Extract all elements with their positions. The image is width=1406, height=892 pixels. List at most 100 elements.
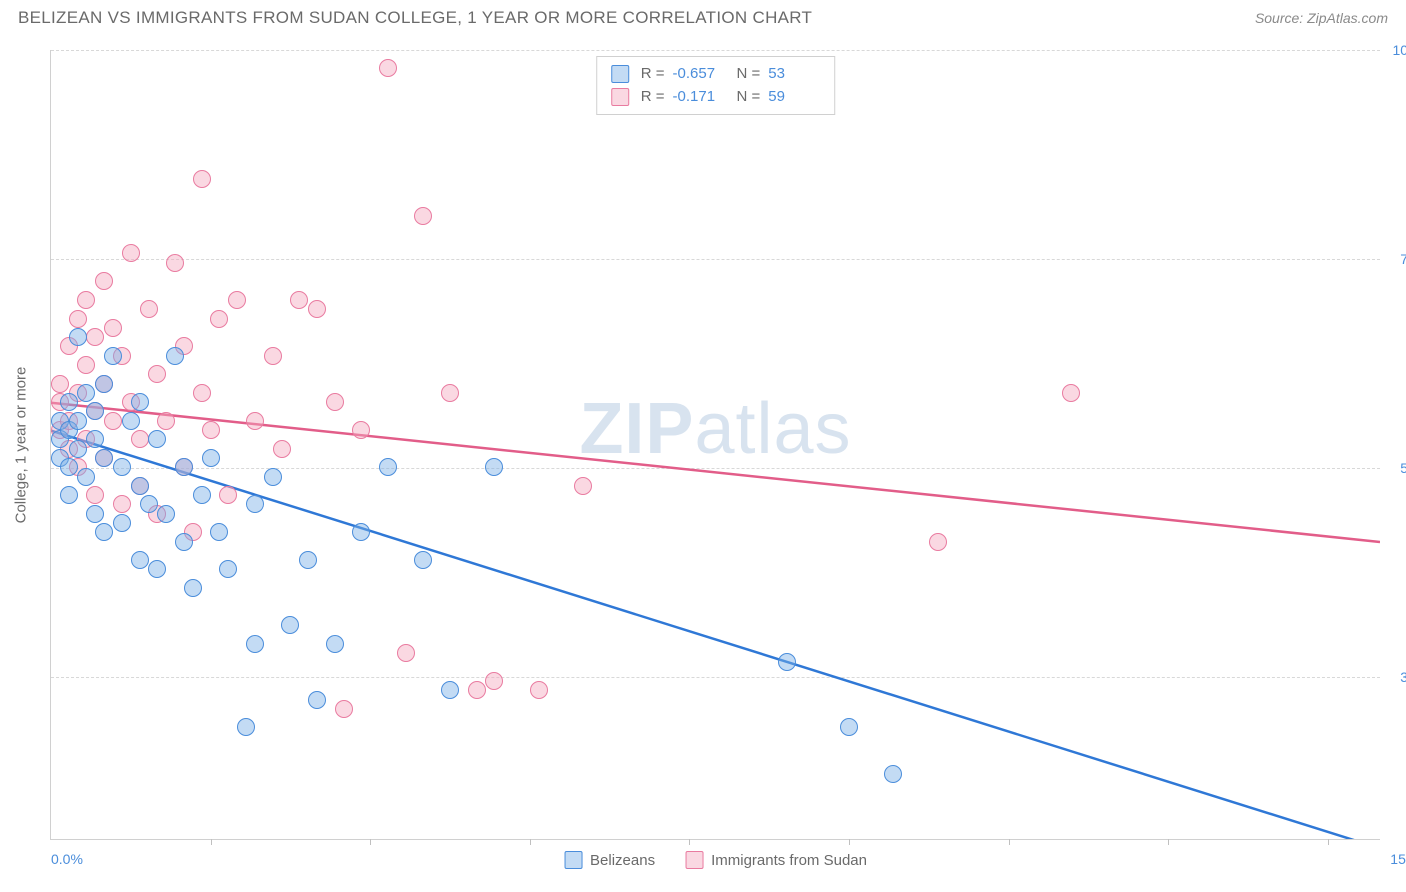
data-point: [122, 244, 140, 262]
data-point: [86, 402, 104, 420]
y-tick-label: 77.5%: [1400, 251, 1406, 267]
data-point: [273, 440, 291, 458]
legend-item-series2: Immigrants from Sudan: [685, 851, 867, 869]
data-point: [184, 579, 202, 597]
data-point: [468, 681, 486, 699]
x-tick: [211, 839, 212, 845]
x-tick: [370, 839, 371, 845]
data-point: [140, 300, 158, 318]
y-tick-label: 32.5%: [1400, 669, 1406, 685]
x-tick: [1328, 839, 1329, 845]
x-axis-max-label: 15.0%: [1390, 851, 1406, 867]
data-point: [326, 393, 344, 411]
source-attribution: Source: ZipAtlas.com: [1255, 10, 1388, 26]
data-point: [69, 310, 87, 328]
data-point: [131, 430, 149, 448]
x-axis-min-label: 0.0%: [51, 851, 83, 867]
data-point: [884, 765, 902, 783]
x-tick: [1168, 839, 1169, 845]
data-point: [264, 468, 282, 486]
gridline-h: [51, 468, 1380, 469]
data-point: [193, 170, 211, 188]
stats-row-series1: R = -0.657 N = 53: [611, 63, 821, 86]
data-point: [397, 644, 415, 662]
data-point: [113, 495, 131, 513]
data-point: [485, 458, 503, 476]
data-point: [77, 356, 95, 374]
data-point: [264, 347, 282, 365]
data-point: [210, 523, 228, 541]
data-point: [69, 412, 87, 430]
data-point: [77, 468, 95, 486]
data-point: [299, 551, 317, 569]
data-point: [352, 421, 370, 439]
data-point: [352, 523, 370, 541]
data-point: [104, 347, 122, 365]
data-point: [379, 59, 397, 77]
data-point: [113, 514, 131, 532]
data-point: [778, 653, 796, 671]
chart-title: BELIZEAN VS IMMIGRANTS FROM SUDAN COLLEG…: [18, 8, 812, 28]
data-point: [166, 254, 184, 272]
data-point: [51, 375, 69, 393]
gridline-h: [51, 50, 1380, 51]
data-point: [104, 412, 122, 430]
data-point: [193, 486, 211, 504]
data-point: [86, 486, 104, 504]
x-tick: [849, 839, 850, 845]
data-point: [210, 310, 228, 328]
data-point: [95, 523, 113, 541]
data-point: [148, 430, 166, 448]
data-point: [308, 300, 326, 318]
data-point: [148, 560, 166, 578]
data-point: [574, 477, 592, 495]
data-point: [157, 412, 175, 430]
data-point: [175, 458, 193, 476]
data-point: [379, 458, 397, 476]
data-point: [148, 365, 166, 383]
stats-row-series2: R = -0.171 N = 59: [611, 86, 821, 109]
data-point: [929, 533, 947, 551]
data-point: [414, 207, 432, 225]
data-point: [95, 449, 113, 467]
data-point: [246, 412, 264, 430]
data-point: [441, 384, 459, 402]
data-point: [414, 551, 432, 569]
correlation-stats-box: R = -0.657 N = 53 R = -0.171 N = 59: [596, 56, 836, 115]
data-point: [175, 533, 193, 551]
swatch-series1: [611, 65, 629, 83]
x-tick: [1009, 839, 1010, 845]
data-point: [290, 291, 308, 309]
data-point: [69, 328, 87, 346]
data-point: [166, 347, 184, 365]
data-point: [86, 328, 104, 346]
data-point: [281, 616, 299, 634]
data-point: [326, 635, 344, 653]
watermark: ZIPatlas: [579, 388, 851, 470]
data-point: [95, 272, 113, 290]
data-point: [246, 635, 264, 653]
data-point: [77, 384, 95, 402]
data-point: [69, 440, 87, 458]
data-point: [193, 384, 211, 402]
data-point: [60, 458, 78, 476]
data-point: [219, 560, 237, 578]
data-point: [157, 505, 175, 523]
data-point: [60, 486, 78, 504]
data-point: [308, 691, 326, 709]
legend-swatch-series2: [685, 851, 703, 869]
data-point: [485, 672, 503, 690]
chart-plot-area: College, 1 year or more ZIPatlas 32.5%55…: [50, 50, 1380, 840]
data-point: [441, 681, 459, 699]
data-point: [219, 486, 237, 504]
data-point: [113, 458, 131, 476]
legend-swatch-series1: [564, 851, 582, 869]
data-point: [131, 551, 149, 569]
data-point: [122, 412, 140, 430]
gridline-h: [51, 259, 1380, 260]
data-point: [246, 495, 264, 513]
data-point: [60, 393, 78, 411]
gridline-h: [51, 677, 1380, 678]
data-point: [104, 319, 122, 337]
x-tick: [689, 839, 690, 845]
